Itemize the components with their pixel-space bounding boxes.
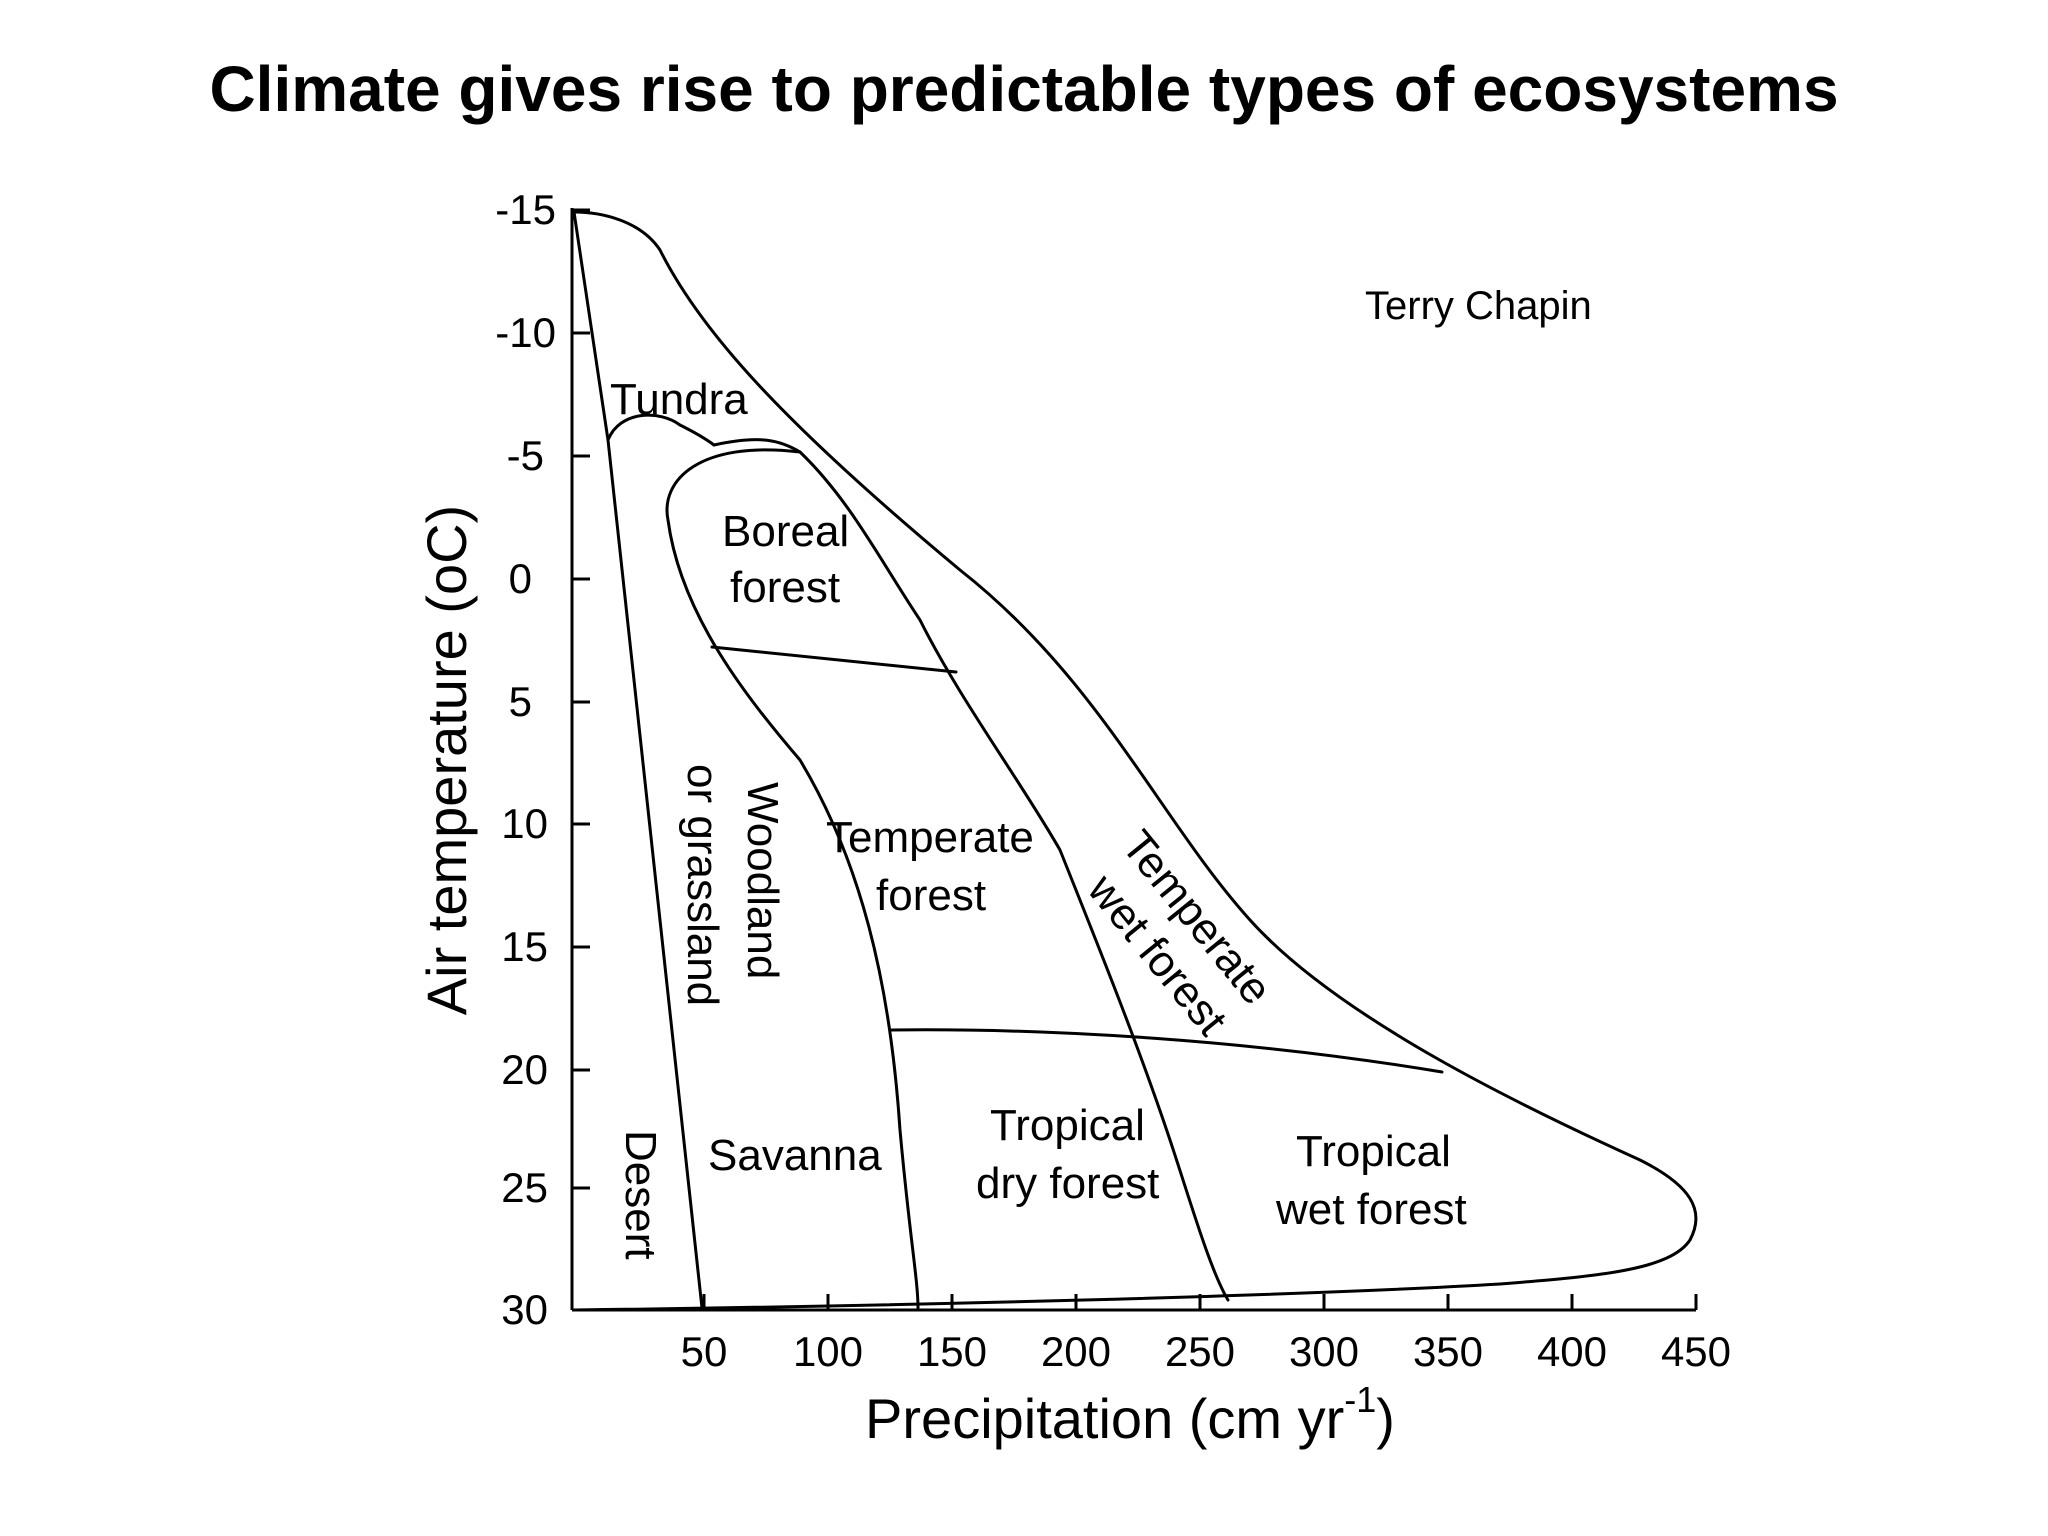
slide-title: Climate gives rise to predictable types … (209, 53, 1839, 125)
tundra-boundary (606, 413, 716, 447)
outer-boundary (572, 210, 1698, 1312)
x-tick-label: 350 (1413, 1328, 1483, 1375)
biome-tropical-dry-line1: Tropical (990, 1101, 1145, 1150)
biome-tropical-dry-line2: dry forest (976, 1159, 1159, 1208)
y-tick-label: 0 (509, 555, 532, 602)
x-tick-label: 450 (1661, 1328, 1731, 1375)
biome-desert: Desert (616, 1130, 665, 1260)
x-tick-label: 100 (793, 1328, 863, 1375)
y-tick-labels: -15 -10 -5 0 5 10 15 20 25 30 (495, 186, 556, 1333)
y-axis (570, 208, 590, 1310)
biome-woodland-line1: Woodland (738, 782, 787, 979)
y-tick-label: 20 (501, 1046, 548, 1093)
credit-text: Terry Chapin (1365, 284, 1592, 328)
biome-boreal-line2: forest (730, 563, 840, 612)
boreal-temperate-line (710, 645, 958, 674)
y-tick-label: 15 (501, 923, 548, 970)
x-axis-title-text: Precipitation (cm yr (865, 1387, 1344, 1450)
savanna-boundary (665, 448, 920, 1310)
biome-tundra: Tundra (610, 375, 748, 424)
tropical-line (888, 1028, 1444, 1074)
x-axis-title: Precipitation (cm yr-1) (865, 1379, 1395, 1450)
biome-savanna: Savanna (708, 1131, 882, 1180)
biome-boreal-line1: Boreal (722, 507, 849, 556)
y-tick-label: -15 (495, 186, 556, 233)
x-tick-label: 300 (1289, 1328, 1359, 1375)
biome-temperate-line2: forest (876, 871, 986, 920)
y-axis-title-text: Air temperature ( (415, 595, 478, 1015)
x-tick-label: 400 (1537, 1328, 1607, 1375)
y-axis-title: Air temperature (oC) (415, 505, 478, 1015)
y-tick-label: 5 (509, 678, 532, 725)
biome-tropical-wet-line1: Tropical (1296, 1127, 1451, 1176)
y-tick-label: -10 (495, 309, 556, 356)
y-tick-label: 25 (501, 1164, 548, 1211)
x-tick-label: 200 (1041, 1328, 1111, 1375)
biome-temperate-line1: Temperate (826, 813, 1034, 862)
y-axis-title-unit: oC) (415, 505, 478, 595)
boreal-temperate-woodland-boundary (712, 438, 1230, 1302)
x-tick-label: 50 (681, 1328, 728, 1375)
y-tick-label: 10 (501, 800, 548, 847)
y-tick-label: 30 (501, 1286, 548, 1333)
x-tick-labels: 50 100 150 200 250 300 350 400 450 (681, 1328, 1731, 1375)
biome-tropical-wet-line2: wet forest (1275, 1185, 1467, 1234)
x-axis-title-exponent: -1 (1344, 1379, 1376, 1420)
y-tick-label: -5 (507, 432, 544, 479)
biome-woodland-line2: or grassland (678, 764, 727, 1006)
x-tick-label: 250 (1165, 1328, 1235, 1375)
x-tick-label: 150 (917, 1328, 987, 1375)
x-axis-title-close: ) (1376, 1387, 1395, 1450)
